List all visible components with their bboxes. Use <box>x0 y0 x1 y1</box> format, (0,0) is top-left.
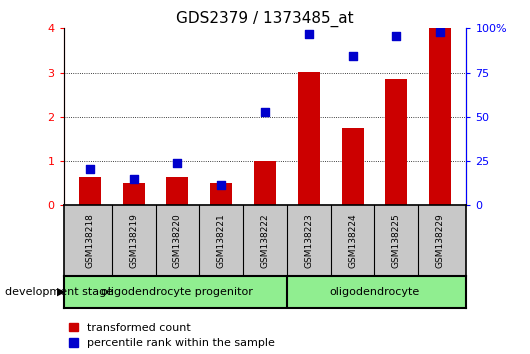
Bar <box>210 183 232 205</box>
Text: oligodendrocyte: oligodendrocyte <box>329 287 420 297</box>
Text: GSM138219: GSM138219 <box>129 213 138 268</box>
Point <box>173 160 182 166</box>
Point <box>436 29 444 35</box>
Bar <box>298 72 320 205</box>
Bar <box>254 161 276 205</box>
Point <box>86 166 94 172</box>
Bar <box>123 183 145 205</box>
Bar <box>429 28 451 205</box>
Point <box>217 182 225 187</box>
Text: development stage: development stage <box>5 287 113 297</box>
Point <box>305 31 313 36</box>
Text: GSM138222: GSM138222 <box>261 213 269 268</box>
Legend: transformed count, percentile rank within the sample: transformed count, percentile rank withi… <box>69 322 275 348</box>
Bar <box>342 128 364 205</box>
Text: GSM138220: GSM138220 <box>173 213 182 268</box>
Bar <box>79 177 101 205</box>
Bar <box>385 79 407 205</box>
Text: GSM138229: GSM138229 <box>436 213 445 268</box>
Text: GSM138218: GSM138218 <box>85 213 94 268</box>
Point <box>129 176 138 182</box>
Point <box>261 110 269 115</box>
Bar <box>166 177 188 205</box>
Text: ▶: ▶ <box>57 287 65 297</box>
Text: GSM138225: GSM138225 <box>392 213 401 268</box>
Text: oligodendrocyte progenitor: oligodendrocyte progenitor <box>102 287 253 297</box>
Text: GSM138221: GSM138221 <box>217 213 226 268</box>
Point <box>348 53 357 59</box>
Title: GDS2379 / 1373485_at: GDS2379 / 1373485_at <box>176 11 354 27</box>
Point <box>392 34 401 39</box>
Text: GSM138224: GSM138224 <box>348 213 357 268</box>
Text: GSM138223: GSM138223 <box>304 213 313 268</box>
